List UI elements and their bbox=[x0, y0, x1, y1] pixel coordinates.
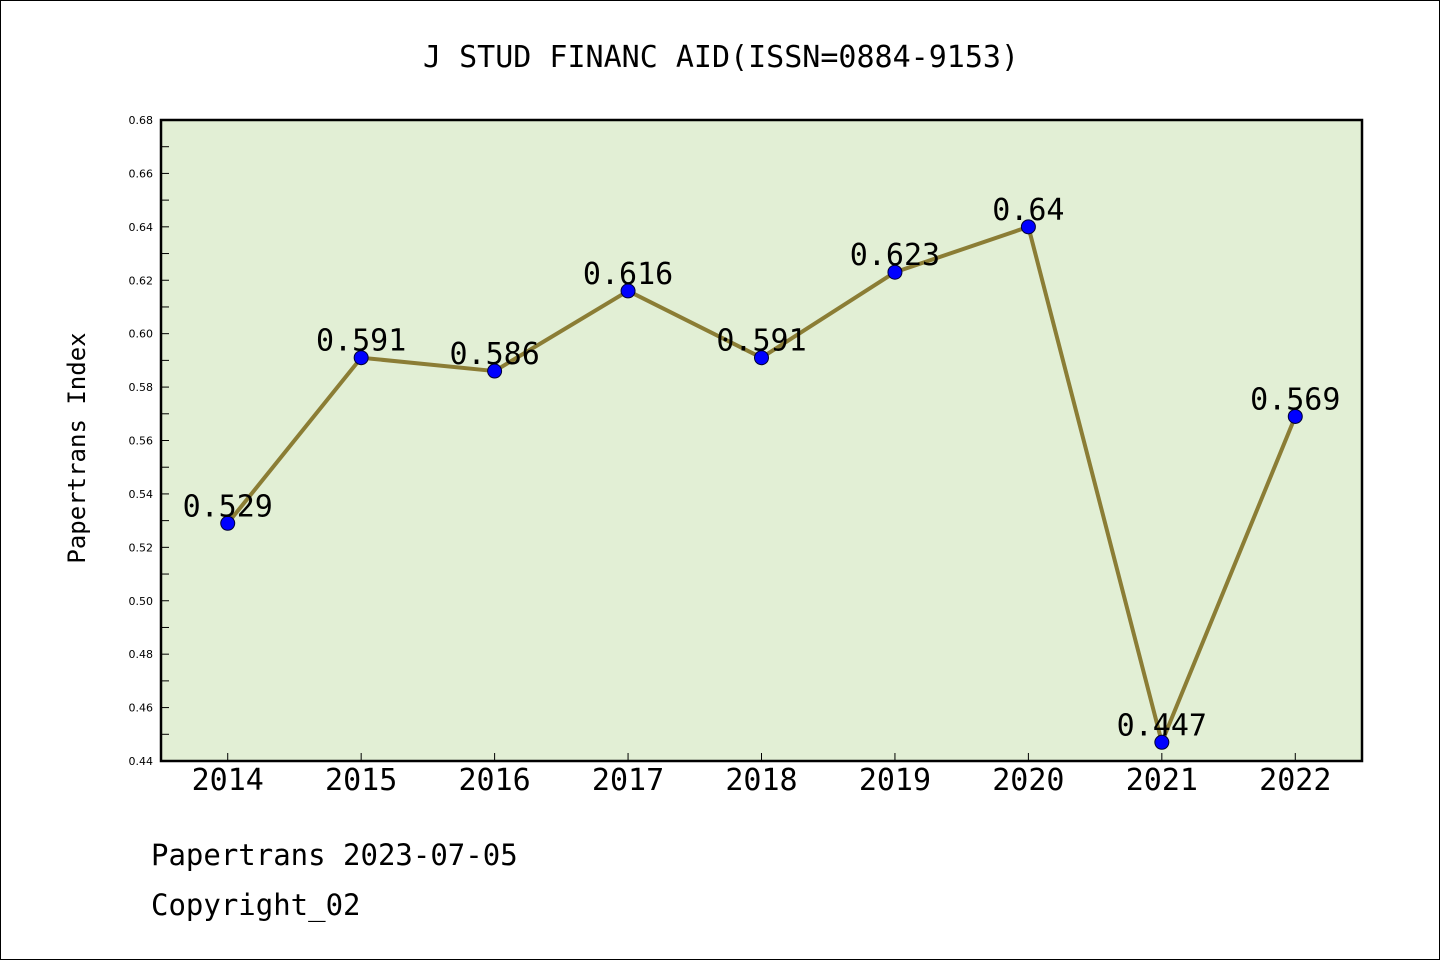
x-tick-label: 2022 bbox=[1259, 763, 1331, 798]
data-value-label: 0.447 bbox=[1117, 708, 1207, 743]
y-tick-label: 0.52 bbox=[129, 541, 154, 554]
y-tick-label: 0.64 bbox=[129, 221, 154, 234]
y-tick-label: 0.60 bbox=[129, 328, 154, 341]
y-axis: 0.44 0.46 0.48 0.50 0.52 0.54 0.56 0.58 0.60 0.62… bbox=[129, 114, 169, 768]
data-value-label: 0.586 bbox=[449, 337, 539, 372]
data-value-label: 0.616 bbox=[583, 257, 673, 292]
data-markers bbox=[220, 219, 1303, 750]
plot-area bbox=[159, 118, 1364, 763]
y-axis-label: Papertrans Index bbox=[63, 332, 91, 563]
data-value-label: 0.591 bbox=[716, 324, 806, 359]
x-tick-label: 2015 bbox=[325, 763, 397, 798]
data-point-marker bbox=[353, 350, 369, 366]
data-point-marker bbox=[487, 363, 503, 379]
data-value-label: 0.64 bbox=[992, 193, 1064, 228]
data-point-marker bbox=[754, 350, 769, 366]
y-tick-label: 0.58 bbox=[129, 381, 154, 394]
y-tick-label: 0.56 bbox=[129, 435, 154, 448]
data-point-marker bbox=[887, 264, 903, 280]
footer-copyright-text: Copyright_02 bbox=[151, 888, 361, 923]
y-tick-label: 0.48 bbox=[129, 648, 154, 661]
data-point-marker bbox=[1154, 734, 1170, 750]
data-point-marker bbox=[1020, 219, 1036, 235]
y-tick-label: 0.50 bbox=[129, 595, 154, 608]
footer-date-text: Papertrans 2023-07-05 bbox=[151, 838, 518, 872]
data-point-marker bbox=[1287, 408, 1303, 424]
x-axis: 2014 2015 2016 2017 2018 2019 2020 2021 2022 bbox=[192, 753, 1331, 798]
y-tick-label: 0.68 bbox=[129, 114, 154, 127]
data-point-marker bbox=[220, 515, 236, 531]
data-value-label: 0.529 bbox=[183, 489, 273, 524]
x-tick-label: 2019 bbox=[859, 763, 931, 798]
x-tick-label: 2021 bbox=[1126, 763, 1198, 798]
y-tick-label: 0.54 bbox=[129, 488, 154, 501]
x-tick-label: 2014 bbox=[192, 763, 264, 798]
y-tick-label: 0.66 bbox=[129, 167, 154, 180]
x-tick-label: 2017 bbox=[592, 763, 664, 798]
data-value-label: 0.591 bbox=[316, 324, 406, 359]
y-tick-label: 0.46 bbox=[129, 702, 154, 715]
y-tick-label: 0.44 bbox=[129, 755, 154, 768]
y-tick-label: 0.62 bbox=[129, 274, 154, 287]
data-point-marker bbox=[620, 283, 636, 299]
data-value-label: 0.569 bbox=[1250, 382, 1340, 417]
x-tick-label: 2018 bbox=[725, 763, 797, 798]
data-labels: 0.529 0.591 0.586 0.616 0.591 0.623 0.64 0.447 0… bbox=[183, 193, 1341, 743]
data-value-label: 0.623 bbox=[850, 238, 940, 273]
x-tick-label: 2016 bbox=[458, 763, 530, 798]
x-tick-label: 2020 bbox=[992, 763, 1064, 798]
chart-title: J STUD FINANC AID(ISSN=0884-9153) bbox=[423, 40, 1019, 75]
